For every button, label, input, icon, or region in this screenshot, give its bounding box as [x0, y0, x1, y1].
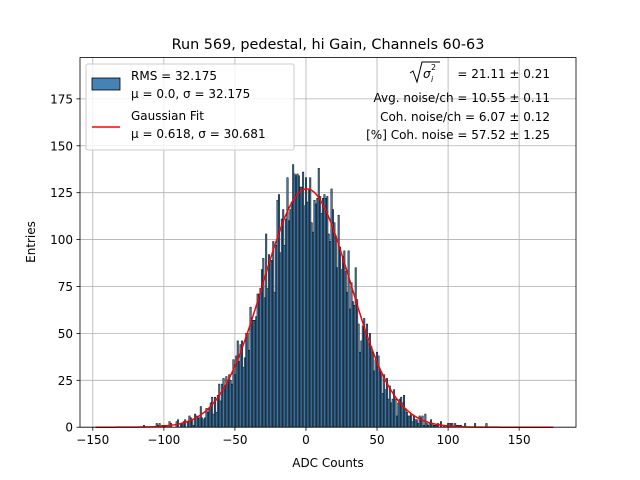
legend-frame	[85, 63, 295, 151]
noise-annotations: σ i 2 = 21.11 ± 0.21 Avg. noise/ch = 10.…	[366, 61, 550, 142]
coh-noise-text: Coh. noise/ch = 6.07 ± 0.12	[380, 110, 550, 124]
y-tick-label: 75	[58, 280, 73, 294]
x-tick-label: −150	[76, 433, 109, 447]
y-axis-ticks: 0 25 50 75 100 125 150 175	[50, 92, 80, 435]
y-tick-label: 125	[50, 186, 73, 200]
y-axis-label: Entries	[24, 221, 38, 263]
avg-noise-text: Avg. noise/ch = 10.55 ± 0.11	[374, 91, 550, 105]
legend-histogram-swatch	[91, 77, 121, 91]
y-tick-label: 0	[65, 421, 73, 435]
plot-frame	[79, 57, 577, 428]
legend-fit-params: μ = 0.618, σ = 30.681	[131, 127, 266, 141]
x-axis-label: ADC Counts	[292, 456, 364, 470]
svg-text:2: 2	[431, 63, 436, 72]
svg-text:σ: σ	[423, 67, 431, 81]
y-tick-label: 150	[50, 139, 73, 153]
x-tick-label: 0	[302, 433, 310, 447]
y-tick-label: 175	[50, 92, 73, 106]
x-tick-label: −100	[147, 433, 180, 447]
y-tick-label: 25	[58, 374, 73, 388]
x-tick-label: 100	[437, 433, 460, 447]
y-tick-label: 50	[58, 327, 73, 341]
histogram-bars	[142, 164, 488, 428]
sqrt-sigma-symbol: σ i 2	[409, 61, 440, 84]
legend-histogram-label: RMS = 32.175	[131, 69, 217, 83]
sqrt-sigma-value: = 21.11 ± 0.21	[457, 67, 550, 81]
x-tick-label: 150	[508, 433, 531, 447]
grid-lines	[80, 57, 576, 428]
x-tick-label: −50	[222, 433, 247, 447]
legend-histogram-params: μ = 0.0, σ = 32.175	[131, 87, 250, 101]
x-tick-label: 50	[369, 433, 384, 447]
histogram-bar	[184, 419, 187, 428]
legend: RMS = 32.175 μ = 0.0, σ = 32.175 Gaussia…	[85, 63, 295, 151]
y-tick-label: 100	[50, 233, 73, 247]
x-axis-ticks: −150 −100 −50 0 50 100 150	[76, 427, 531, 447]
legend-fit-label: Gaussian Fit	[131, 109, 204, 123]
svg-text:i: i	[431, 75, 434, 84]
chart-title: Run 569, pedestal, hi Gain, Channels 60-…	[172, 37, 485, 53]
pct-coh-noise-text: [%] Coh. noise = 57.52 ± 1.25	[366, 128, 550, 142]
